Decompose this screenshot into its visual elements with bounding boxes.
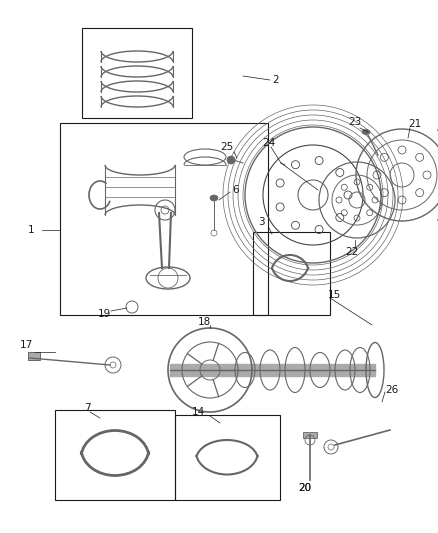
Bar	[175, 415, 280, 500]
Bar	[60, 123, 268, 315]
Text: 20: 20	[298, 483, 311, 493]
Ellipse shape	[362, 130, 370, 134]
Text: 20: 20	[298, 483, 311, 493]
Text: 7: 7	[84, 403, 91, 413]
Bar	[303, 432, 317, 438]
Circle shape	[227, 156, 235, 164]
Text: 6: 6	[232, 185, 239, 195]
Text: 23: 23	[348, 117, 361, 127]
Text: 21: 21	[408, 119, 421, 129]
Text: 18: 18	[198, 317, 211, 327]
Text: 22: 22	[345, 247, 358, 257]
Text: 26: 26	[385, 385, 398, 395]
Text: 14: 14	[192, 407, 205, 417]
Text: 3: 3	[258, 217, 265, 227]
Text: 24: 24	[262, 138, 275, 148]
Text: 15: 15	[328, 290, 341, 300]
Ellipse shape	[210, 195, 218, 201]
Bar	[55, 410, 175, 500]
Bar	[82, 28, 192, 118]
Text: 25: 25	[220, 142, 233, 152]
Text: 17: 17	[20, 340, 33, 350]
Text: 2: 2	[272, 75, 279, 85]
Bar	[253, 232, 330, 315]
Text: 19: 19	[98, 309, 111, 319]
Text: 1: 1	[28, 225, 35, 235]
Bar	[28, 352, 40, 360]
